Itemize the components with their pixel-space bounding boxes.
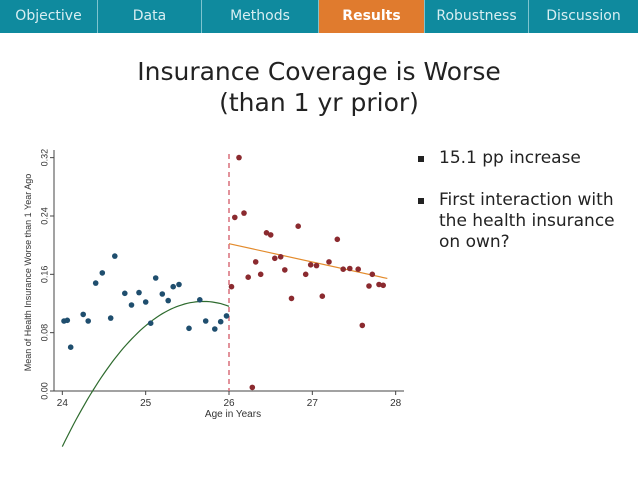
point-after-26: [267, 232, 274, 238]
tab-discussion[interactable]: Discussion: [546, 8, 621, 24]
slide-title-line-2: (than 1 yr prior): [219, 88, 419, 117]
point-after-26: [302, 271, 309, 278]
tab-methods[interactable]: Methods: [202, 0, 319, 33]
x-tick-label: 27: [307, 398, 319, 409]
point-before-26: [85, 318, 91, 324]
point-after-26: [355, 266, 362, 273]
bullet-text: First interaction with the health insura…: [439, 190, 615, 252]
point-before-26: [170, 283, 176, 290]
point-before-26: [202, 318, 209, 324]
point-after-26: [236, 154, 242, 161]
point-after-26: [334, 236, 341, 243]
section-nav: Objective Data Methods Results Robustnes…: [0, 0, 638, 33]
point-after-26: [232, 214, 238, 221]
point-after-26: [307, 262, 314, 268]
point-before-26: [99, 270, 106, 276]
point-before-26: [107, 315, 114, 321]
point-after-26: [295, 223, 302, 229]
point-before-26: [64, 317, 71, 324]
slide-title: Insurance Coverage is Worse (than 1 yr p…: [0, 56, 638, 118]
y-tick-label: 0.16: [39, 266, 49, 284]
x-axis-label: Age in Years: [205, 409, 261, 420]
slide-title-line-1: Insurance Coverage is Worse: [137, 57, 501, 86]
point-before-26: [112, 253, 118, 259]
point-before-26: [122, 290, 128, 297]
point-before-26: [152, 275, 159, 281]
point-after-26: [340, 266, 347, 273]
point-after-26: [326, 259, 332, 265]
chart-points: [61, 154, 387, 391]
point-after-26: [263, 230, 270, 236]
tab-results[interactable]: Results: [319, 0, 425, 33]
bullet-text: 15.1 pp increase: [439, 148, 581, 168]
bullet-square-icon: [418, 198, 424, 204]
point-after-26: [380, 282, 387, 289]
point-after-26: [359, 322, 366, 329]
point-after-26: [245, 274, 251, 281]
point-before-26: [67, 344, 74, 351]
point-after-26: [366, 283, 372, 289]
point-before-26: [197, 297, 203, 303]
point-before-26: [92, 280, 99, 286]
point-before-26: [142, 299, 149, 305]
point-before-26: [212, 326, 218, 332]
point-before-26: [136, 289, 142, 296]
point-after-26: [272, 255, 278, 262]
point-after-26: [252, 259, 259, 265]
point-after-26: [257, 271, 264, 278]
bullet-item: 15.1 pp increase: [418, 148, 618, 169]
point-after-26: [241, 210, 247, 216]
x-tick-label: 24: [57, 398, 69, 409]
point-after-26: [313, 262, 320, 269]
point-after-26: [369, 271, 376, 278]
point-after-26: [277, 253, 284, 260]
tab-objective[interactable]: Objective: [0, 0, 98, 33]
point-before-26: [165, 297, 171, 304]
x-tick-label: 28: [390, 398, 402, 409]
point-after-26: [347, 265, 353, 272]
point-before-26: [217, 318, 224, 325]
point-before-26: [176, 281, 182, 288]
point-after-26: [249, 384, 256, 391]
point-before-26: [128, 302, 135, 308]
chart-axes: 0.00 0.08 0.16 0.24 0.32 24 25 26 27 28 Age in Yea…: [23, 149, 404, 420]
bullet-square-icon: [418, 156, 424, 162]
tab-robustness[interactable]: Robustness: [425, 0, 529, 33]
point-before-26: [186, 325, 192, 332]
y-tick-label: 0.24: [39, 207, 49, 225]
point-before-26: [147, 320, 154, 327]
y-axis-label: Mean of Health Insurance Worse than 1 Ye…: [23, 174, 33, 371]
y-tick-label: 0.08: [39, 324, 49, 342]
x-tick-label: 25: [140, 398, 152, 409]
bullet-item: First interaction with the health insura…: [418, 190, 618, 253]
point-after-26: [228, 283, 235, 290]
y-tick-label: 0.32: [39, 149, 49, 167]
point-after-26: [288, 295, 295, 302]
point-after-26: [319, 293, 326, 300]
point-before-26: [223, 313, 230, 319]
y-tick-label: 0.00: [39, 382, 49, 400]
tab-data[interactable]: Data: [98, 0, 202, 33]
point-after-26: [376, 281, 382, 288]
bullet-list: 15.1 pp increase First interaction with …: [418, 148, 618, 274]
fit-line-after: [228, 243, 388, 280]
x-tick-label: 26: [223, 398, 235, 409]
point-after-26: [282, 267, 288, 273]
point-before-26: [80, 311, 86, 318]
point-before-26: [159, 291, 166, 297]
